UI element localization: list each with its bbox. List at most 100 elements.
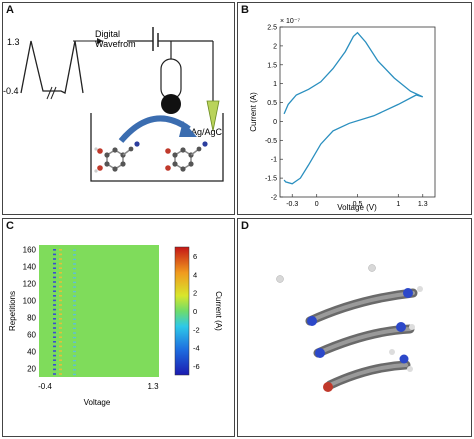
heatmap-cell-low — [53, 373, 56, 375]
heatmap-cell-high — [59, 262, 62, 265]
panel-b: B × 10⁻⁷ Current (A) Voltage (V) -0.3 0 0.… — [237, 2, 472, 215]
heatmap-cell-high — [59, 313, 62, 315]
colorbar-tick-label: 6 — [193, 252, 197, 261]
heatmap-cell-mid — [73, 300, 76, 302]
heatmap-cell-mid — [73, 318, 76, 320]
heatmap-cell-low — [53, 285, 56, 288]
heatmap-cell-mid — [73, 336, 76, 339]
panel-b-letter: B — [241, 4, 249, 16]
heatmap-cell-mid — [73, 304, 76, 307]
waveform-trace — [20, 40, 84, 94]
heatmap-cell-mid — [73, 350, 76, 353]
heatmap-cell-low — [53, 345, 56, 348]
cv-trace — [283, 31, 424, 185]
heatmap-cell-high — [59, 281, 62, 283]
heatmap-cell-high — [59, 322, 62, 325]
heatmap-cell-mid — [73, 364, 76, 366]
chart-b-xlabel: Voltage (V) — [337, 203, 377, 212]
chart-b-xtick-label: 0.5 — [353, 201, 363, 208]
heatmap-cell-mid — [73, 263, 76, 265]
heatmap-cell-low — [53, 262, 56, 265]
colorbar-tick-label: 0 — [193, 307, 197, 316]
chart-b-exponent: × 10⁻⁷ — [280, 18, 301, 25]
heatmap-cell-mid — [73, 258, 76, 261]
stray-hydrogen-1 — [276, 275, 284, 283]
heatmap-cell-high — [59, 308, 62, 311]
heatmap-cell-high — [59, 354, 62, 357]
heatmap-ytick-label: 140 — [23, 262, 37, 271]
heatmap-cell-high — [59, 345, 62, 348]
reaction-arrow — [118, 115, 191, 143]
heatmap-cell-low — [53, 331, 56, 334]
stacked-layer-middle — [313, 322, 415, 358]
heatmap-cell-low — [53, 341, 56, 343]
chart-b-plot-area — [279, 26, 436, 198]
heatmap-cell-mid — [73, 295, 76, 297]
chart-b-ytick-label: 2 — [273, 43, 277, 50]
stacked-layer-bottom — [323, 349, 413, 392]
heatmap-cell-mid — [73, 267, 76, 270]
panel-d: D — [237, 218, 472, 437]
waveform-low-label: -0.4 — [3, 86, 19, 96]
heatmap-cell-low — [53, 267, 56, 269]
heatmap-cell-low — [53, 276, 56, 279]
chart-b-ytick-label: 1 — [273, 81, 277, 88]
heatmap-cell-high — [59, 304, 62, 306]
heatmap-ytick-label: 100 — [23, 296, 37, 305]
heatmap-cell-high — [59, 327, 62, 329]
waveform-high-label: 1.3 — [7, 37, 20, 47]
heatmap-xtick-left: -0.4 — [38, 382, 52, 391]
chart-b-ytick-label: 2.5 — [267, 25, 277, 32]
heatmap-cell-mid — [73, 341, 76, 343]
chart-b-ytick-label: -1.5 — [265, 176, 277, 183]
heatmap-ytick-label: 20 — [27, 364, 36, 373]
waveform-label-line1: Digital — [95, 29, 120, 39]
heatmap-cell-high — [59, 258, 62, 260]
heatmap-cell-mid — [73, 373, 76, 376]
chart-b-xtick-label: 0 — [315, 201, 319, 208]
heatmap-ytick-label: 80 — [27, 313, 36, 322]
chart-b-ytick-label: 1.5 — [267, 62, 277, 69]
heatmap-cell-low — [53, 253, 56, 256]
heatmap-cell-low — [53, 368, 56, 371]
heatmap-cell-high — [59, 368, 62, 371]
heatmap-cell-mid — [73, 272, 76, 274]
heatmap-cell-mid — [73, 369, 76, 371]
heatmap-cell-high — [59, 295, 62, 297]
chart-b-ytick-label: 0.5 — [267, 100, 277, 107]
heatmap-cell-low — [53, 327, 56, 329]
waveform-break-1 — [46, 86, 53, 100]
heatmap-ytick-label: 40 — [27, 347, 36, 356]
heatmap-cell-low — [53, 290, 56, 292]
heatmap-cell-mid — [73, 327, 76, 330]
chart-b-ytick-label: 0 — [273, 119, 277, 126]
molecular-model — [276, 264, 423, 392]
heatmap-cell-low — [53, 336, 56, 338]
heatmap-cell-mid — [73, 277, 76, 279]
panel-a-schematic: 1.3 -0.4 Digital Wavefrom Ag/AgCl — [3, 27, 224, 182]
colorbar-tick-label: -6 — [193, 362, 200, 371]
heatmap-cell-high — [59, 331, 62, 334]
colorbar-tick-label: 2 — [193, 289, 197, 298]
molecule-reduced — [94, 141, 140, 173]
heatmap-cell-low — [53, 295, 56, 297]
heatmap-cell-high — [59, 290, 62, 292]
beaker-outline — [90, 113, 224, 182]
heatmap-cell-high — [59, 350, 62, 352]
heatmap-cell-high — [59, 336, 62, 338]
heatmap-xlabel: Voltage — [84, 398, 111, 407]
chart-b-ytick-label: -1 — [271, 157, 277, 164]
heatmap-cell-high — [59, 359, 62, 361]
heatmap-cell-mid — [73, 249, 76, 251]
heatmap-cell-low — [53, 359, 56, 361]
chart-b-xtick-label: -0.3 — [286, 201, 298, 208]
heatmap-cell-mid — [73, 254, 76, 256]
heatmap-cell-high — [59, 341, 62, 343]
reference-electrode — [206, 100, 220, 132]
colorbar-tick-label: 4 — [193, 270, 197, 279]
heatmap-cell-high — [59, 285, 62, 288]
heatmap-cell-high — [59, 249, 62, 251]
waveform-break-2 — [50, 86, 57, 100]
colorbar — [174, 246, 190, 376]
panel-d-letter: D — [241, 220, 249, 232]
